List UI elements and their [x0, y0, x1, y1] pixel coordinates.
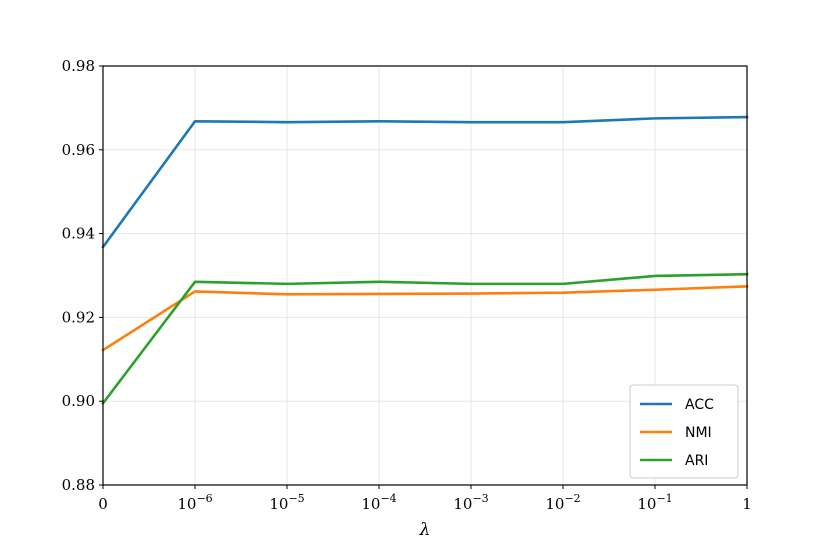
x-tick-base: 10 [361, 495, 380, 513]
plot-frame [102, 65, 748, 486]
legend-label-ari: ARI [685, 453, 708, 469]
x-tick-label: 1 [742, 495, 752, 513]
y-tick-label: 0.98 [62, 57, 95, 75]
x-tick-label: 0 [98, 495, 108, 513]
series-group [101, 115, 749, 406]
series-line-acc [101, 115, 749, 249]
y-tick-label: 0.90 [62, 392, 95, 410]
series-line-nmi [101, 285, 749, 352]
y-tick-label: 0.96 [62, 141, 95, 159]
x-tick-base: 1 [742, 495, 752, 513]
x-tick-exponent: −5 [288, 492, 304, 505]
x-tick-exponent: −4 [380, 492, 396, 505]
x-tick-exponent: −6 [196, 492, 212, 505]
y-tick-label: 0.92 [62, 308, 95, 326]
x-tick-base: 10 [453, 495, 472, 513]
x-tick-base: 10 [177, 495, 196, 513]
x-tick-label: 10−6 [177, 492, 212, 513]
x-tick-label: 10−5 [269, 492, 304, 513]
x-axis: 0 10−6 10−5 10−4 10−3 10−2 10−1 1 [98, 485, 752, 513]
x-axis-label: λ [419, 520, 431, 540]
legend: ACC NMI ARI [629, 384, 739, 479]
legend-box [629, 384, 739, 479]
x-tick-base: 10 [637, 495, 656, 513]
x-tick-label: 10−2 [545, 492, 580, 513]
x-tick-label: 10−3 [453, 492, 488, 513]
x-tick-base: 10 [545, 495, 564, 513]
x-tick-exponent: −1 [656, 492, 672, 505]
x-tick-label: 10−4 [361, 492, 396, 513]
y-tick-label: 0.88 [62, 476, 95, 494]
x-tick-exponent: −3 [472, 492, 488, 505]
x-tick-exponent: −2 [564, 492, 580, 505]
legend-label-nmi: NMI [685, 425, 712, 441]
y-tick-label: 0.94 [62, 225, 95, 243]
x-tick-base: 10 [269, 495, 288, 513]
series-line-ari [101, 272, 749, 406]
x-tick-base: 0 [98, 495, 108, 513]
legend-label-acc: ACC [685, 397, 714, 413]
y-axis: 0.88 0.90 0.92 0.94 0.96 0.98 [62, 57, 103, 494]
x-tick-label: 10−1 [637, 492, 672, 513]
